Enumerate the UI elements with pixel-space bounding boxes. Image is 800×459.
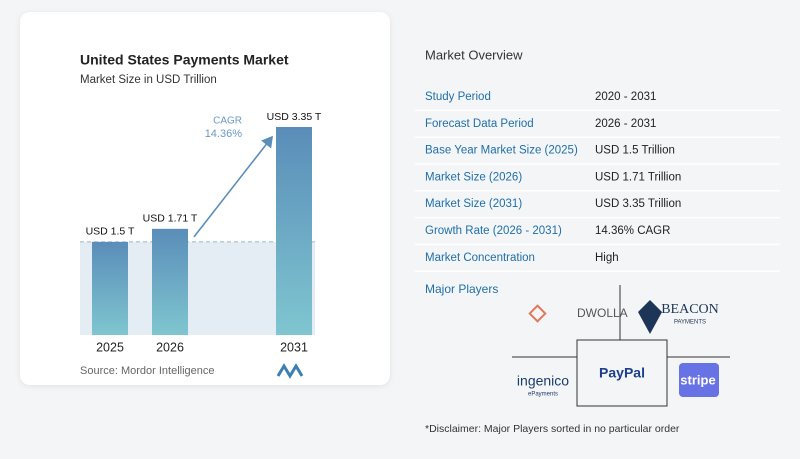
row-label: Study Period (425, 91, 491, 103)
player-logo: PayPal (599, 365, 645, 381)
source: Source: Mordor Intelligence (80, 365, 215, 377)
bar (152, 228, 188, 335)
row-label: Forecast Data Period (425, 118, 534, 130)
row-label: Market Size (2031) (425, 198, 522, 210)
value-label: USD 3.35 T (267, 111, 322, 123)
bar (92, 241, 128, 335)
dwolla-icon (528, 304, 547, 323)
x-tick-label: 2026 (156, 340, 184, 354)
stripe-bg (679, 363, 719, 397)
players-grid (512, 285, 730, 407)
row-label: Base Year Market Size (2025) (425, 145, 578, 157)
row-value: USD 3.35 Trillion (595, 198, 681, 210)
player-logo: stripe (680, 372, 715, 387)
x-tick-label: 2025 (96, 340, 124, 354)
overview-title: Market Overview (425, 47, 523, 62)
chart-title: United States Payments Market (80, 52, 289, 68)
logo-mark (276, 363, 304, 379)
player-logo: DWOLLA (577, 306, 628, 320)
cagr-arrow (193, 135, 273, 238)
player-tagline: ePayments (528, 392, 558, 398)
row-value: USD 1.71 Trillion (595, 171, 681, 183)
cagr-label: CAGR (213, 116, 242, 127)
row-label: Market Size (2026) (425, 171, 522, 183)
row-label: Market Concentration (425, 252, 535, 264)
cagr-value: 14.36% (205, 128, 243, 140)
row-value: 2026 - 2031 (595, 118, 656, 130)
row-value: 14.36% CAGR (595, 225, 670, 237)
player-tagline: PAYMENTS (674, 320, 706, 326)
beacon-icon (638, 300, 662, 334)
disclaimer: *Disclaimer: Major Players sorted in no … (425, 423, 680, 435)
row-label: Growth Rate (2026 - 2031) (425, 225, 562, 237)
player-logo: ingenico (517, 373, 569, 389)
row-value: High (595, 252, 619, 264)
player-logo: BEACON (661, 302, 719, 317)
chart-subtitle: Market Size in USD Trillion (80, 74, 217, 86)
players-title: Major Players (425, 282, 498, 296)
value-label: USD 1.71 T (143, 213, 198, 225)
row-value: USD 1.5 Trillion (595, 145, 675, 157)
value-label: USD 1.5 T (86, 226, 135, 238)
bar (276, 127, 312, 335)
row-value: 2020 - 2031 (595, 91, 656, 103)
x-tick-label: 2031 (280, 340, 308, 354)
